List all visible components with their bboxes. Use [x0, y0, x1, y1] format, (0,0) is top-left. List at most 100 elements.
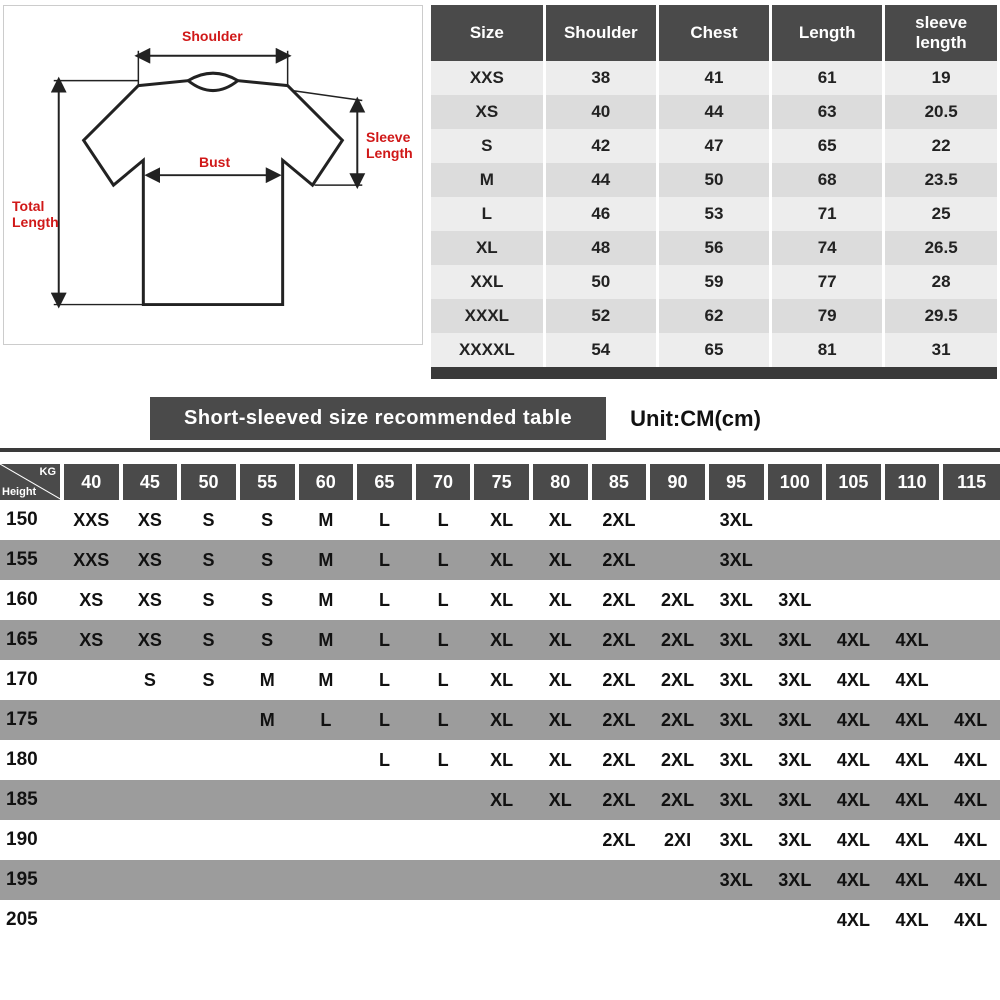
rec-table-height-cell: 175 — [0, 700, 62, 740]
size-table-cell: 28 — [884, 265, 997, 299]
size-table-cell: 61 — [771, 61, 884, 95]
recommended-table: KGHeight40455055606570758085909510010511… — [0, 464, 1000, 940]
rec-table-value-cell — [297, 780, 356, 820]
size-table-cell: 44 — [544, 163, 657, 197]
rec-table-kg-header: 55 — [238, 464, 297, 500]
rec-table-value-cell: 3XL — [707, 860, 766, 900]
size-table-cell: 63 — [771, 95, 884, 129]
rec-table-value-cell: 4XL — [883, 780, 942, 820]
rec-table-value-cell — [62, 740, 121, 780]
rec-table-value-cell — [941, 580, 1000, 620]
size-table-cell: 56 — [657, 231, 770, 265]
rec-table-value-cell — [62, 900, 121, 940]
rec-table-row: 1902XL2XI3XL3XL4XL4XL4XL — [0, 820, 1000, 860]
rec-table-value-cell — [121, 860, 180, 900]
rec-table-value-cell — [531, 860, 590, 900]
rec-table-value-cell — [179, 860, 238, 900]
rec-table-value-cell — [531, 900, 590, 940]
rec-table-value-cell: S — [179, 580, 238, 620]
rec-table-value-cell — [121, 700, 180, 740]
rec-table-value-cell: 2XL — [648, 780, 707, 820]
rec-table-value-cell — [121, 900, 180, 940]
rec-table-value-cell: L — [355, 660, 414, 700]
rec-table-value-cell: 2XL — [648, 580, 707, 620]
size-table-header: Chest — [657, 5, 770, 61]
rec-table-value-cell — [414, 860, 473, 900]
rec-table-height-cell: 165 — [0, 620, 62, 660]
rec-table-row: 165XSXSSSMLLXLXL2XL2XL3XL3XL4XL4XL — [0, 620, 1000, 660]
rec-table-value-cell: XL — [531, 740, 590, 780]
rec-table-value-cell: XL — [531, 620, 590, 660]
rec-table-row: 2054XL4XL4XL — [0, 900, 1000, 940]
rec-table-kg-header: 90 — [648, 464, 707, 500]
rec-table-value-cell: 3XL — [707, 700, 766, 740]
rec-table-value-cell: 3XL — [766, 620, 825, 660]
rec-table-value-cell — [355, 780, 414, 820]
rec-table-row: 185XLXL2XL2XL3XL3XL4XL4XL4XL — [0, 780, 1000, 820]
rec-table-value-cell: M — [238, 660, 297, 700]
rec-table-value-cell — [941, 540, 1000, 580]
rec-table-kg-header: 75 — [472, 464, 531, 500]
rec-table-value-cell — [297, 900, 356, 940]
rec-table-value-cell: M — [297, 540, 356, 580]
rec-table-value-cell: 4XL — [941, 700, 1000, 740]
rec-table-value-cell: L — [355, 500, 414, 540]
rec-table-value-cell: 4XL — [824, 780, 883, 820]
rec-table-value-cell — [590, 860, 649, 900]
rec-table-value-cell: 3XL — [766, 660, 825, 700]
label-total-length: TotalLength — [12, 198, 59, 230]
size-table-header: Shoulder — [544, 5, 657, 61]
rec-table-value-cell — [707, 900, 766, 940]
rec-table-kg-header: 70 — [414, 464, 473, 500]
rec-table-value-cell: 2XL — [648, 740, 707, 780]
size-table-row: XXL50597728 — [431, 265, 997, 299]
rec-table-value-cell — [824, 500, 883, 540]
rec-table-value-cell: XL — [472, 620, 531, 660]
rec-table-value-cell: XL — [531, 540, 590, 580]
rec-table-kg-header: 50 — [179, 464, 238, 500]
label-sleeve-length: SleeveLength — [366, 129, 413, 161]
size-table-cell: 47 — [657, 129, 770, 163]
rec-table-value-cell: 2XL — [590, 740, 649, 780]
rec-table-value-cell — [62, 820, 121, 860]
rec-table-value-cell: XXS — [62, 540, 121, 580]
section-divider — [0, 448, 1000, 452]
rec-table-value-cell: 2XL — [590, 580, 649, 620]
size-table-header: Size — [431, 5, 544, 61]
rec-table-value-cell — [121, 780, 180, 820]
recommended-banner: Short-sleeved size recommended table — [150, 397, 606, 440]
rec-table-value-cell — [297, 820, 356, 860]
rec-table-value-cell: 3XL — [766, 580, 825, 620]
rec-table-value-cell: 2XL — [590, 500, 649, 540]
rec-table-value-cell: 4XL — [824, 740, 883, 780]
rec-table-value-cell — [883, 540, 942, 580]
rec-table-row: 170SSMMLLXLXL2XL2XL3XL3XL4XL4XL — [0, 660, 1000, 700]
rec-table-value-cell: 2XL — [590, 700, 649, 740]
size-table-cell: XL — [431, 231, 544, 265]
rec-table-kg-header: 45 — [121, 464, 180, 500]
size-table-cell: 40 — [544, 95, 657, 129]
rec-table-value-cell — [238, 900, 297, 940]
rec-table-value-cell: S — [238, 540, 297, 580]
size-table-cell: 79 — [771, 299, 884, 333]
rec-table-value-cell: 2XI — [648, 820, 707, 860]
rec-table-value-cell — [648, 500, 707, 540]
rec-table-value-cell: L — [414, 500, 473, 540]
rec-table-value-cell: 4XL — [883, 620, 942, 660]
rec-table-kg-header: 115 — [941, 464, 1000, 500]
label-shoulder: Shoulder — [182, 28, 243, 44]
rec-table-value-cell — [766, 500, 825, 540]
rec-table-value-cell — [355, 820, 414, 860]
rec-table-height-cell: 180 — [0, 740, 62, 780]
size-table-cell: 81 — [771, 333, 884, 367]
rec-table-value-cell — [941, 500, 1000, 540]
rec-table-value-cell: 4XL — [883, 900, 942, 940]
size-table-row: S42476522 — [431, 129, 997, 163]
size-table-cell: 68 — [771, 163, 884, 197]
rec-table-value-cell: M — [297, 620, 356, 660]
rec-table-height-cell: 155 — [0, 540, 62, 580]
rec-table-value-cell — [883, 500, 942, 540]
rec-table-value-cell — [472, 900, 531, 940]
rec-table-value-cell — [472, 860, 531, 900]
rec-table-value-cell: 3XL — [707, 740, 766, 780]
